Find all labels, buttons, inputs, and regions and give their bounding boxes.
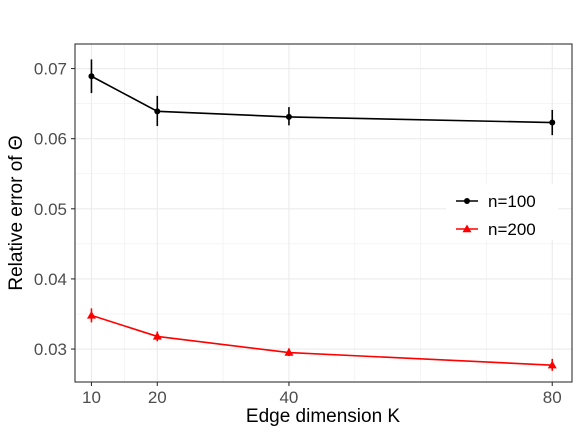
legend-key-marker-n100 xyxy=(464,198,470,204)
data-point-n200 xyxy=(547,360,557,369)
y-axis: 0.03 0.04 0.05 0.06 0.07 xyxy=(34,60,75,359)
y-tick-label: 0.03 xyxy=(34,340,67,359)
y-tick-label: 0.06 xyxy=(34,130,67,149)
series-line-n200 xyxy=(91,314,553,366)
y-axis-title: Relative error of Θ xyxy=(6,135,27,290)
legend: n=100 n=200 xyxy=(446,184,558,240)
series-line-n100 xyxy=(91,75,553,124)
data-point-n100 xyxy=(285,113,292,120)
y-tick-label: 0.05 xyxy=(34,200,67,219)
legend-label-n100: n=100 xyxy=(488,192,536,211)
x-axis: 10 20 40 80 xyxy=(82,382,562,407)
x-axis-title: Edge dimension K xyxy=(246,406,401,427)
data-point-n200 xyxy=(86,310,96,319)
x-tick-label: 80 xyxy=(543,388,562,407)
data-point-n100 xyxy=(88,73,95,80)
y-tick-label: 0.07 xyxy=(34,60,67,79)
data-point-n200 xyxy=(152,331,162,340)
data-point-n100 xyxy=(549,119,556,126)
y-tick-label: 0.04 xyxy=(34,270,67,289)
legend-key-marker-n200 xyxy=(462,224,472,233)
series-layer xyxy=(86,59,557,371)
data-point-n100 xyxy=(154,108,161,115)
data-point-n200 xyxy=(284,348,294,356)
plot-panel-border xyxy=(74,43,573,383)
series-n100 xyxy=(88,59,556,136)
x-tick-label: 20 xyxy=(148,388,167,407)
x-tick-label: 10 xyxy=(82,388,101,407)
series-n200 xyxy=(86,308,557,371)
x-tick-label: 40 xyxy=(279,388,298,407)
legend-label-n200: n=200 xyxy=(488,220,536,239)
